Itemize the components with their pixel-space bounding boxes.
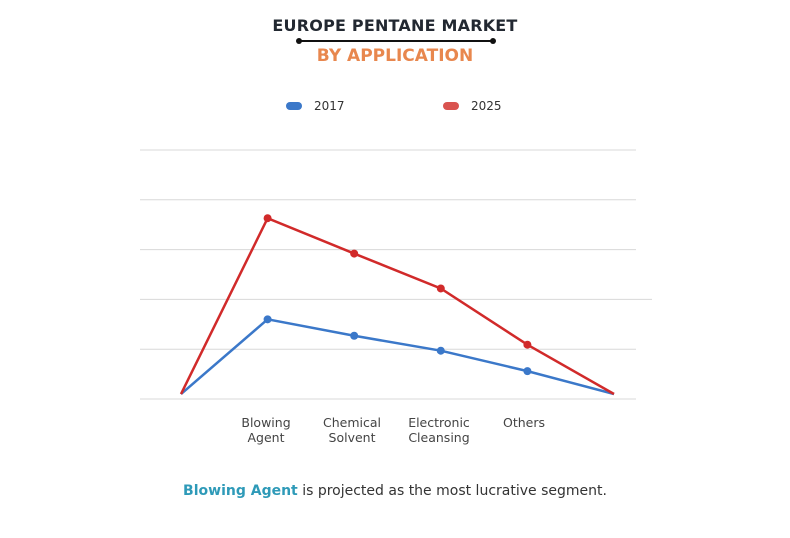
- series-line-2017: [180, 317, 615, 396]
- x-tick-label: Chemical Solvent: [323, 415, 381, 445]
- data-point-2017: [350, 331, 359, 340]
- legend-label-2017: 2017: [314, 99, 345, 113]
- data-point-2017: [263, 315, 272, 324]
- series-line-2025: [179, 216, 615, 396]
- x-tick-label: Blowing Agent: [241, 415, 291, 445]
- x-tick-label: Electronic Cleansing: [408, 415, 470, 445]
- footer-text: is projected as the most lucrative segme…: [297, 483, 607, 499]
- data-point-2025: [350, 249, 359, 258]
- data-point-2025: [436, 284, 445, 293]
- title-divider: [296, 38, 496, 44]
- footer-highlight: Blowing Agent: [183, 483, 298, 499]
- data-point-2025: [263, 214, 272, 223]
- legend-item-2025: 2025: [443, 99, 502, 113]
- legend-label-2025: 2025: [471, 99, 502, 113]
- data-point-2025: [523, 340, 532, 349]
- footer-note: Blowing Agent is projected as the most l…: [0, 483, 790, 499]
- data-point-2017: [523, 367, 532, 376]
- legend-item-2017: 2017: [286, 99, 345, 113]
- legend-swatch-2025: [443, 102, 459, 110]
- chart-subtitle: BY APPLICATION: [316, 46, 474, 66]
- chart-title: EUROPE PENTANE MARKET: [272, 16, 518, 35]
- x-tick-label: Others: [502, 415, 545, 430]
- legend-swatch-2017: [286, 102, 302, 110]
- data-point-2017: [436, 346, 445, 355]
